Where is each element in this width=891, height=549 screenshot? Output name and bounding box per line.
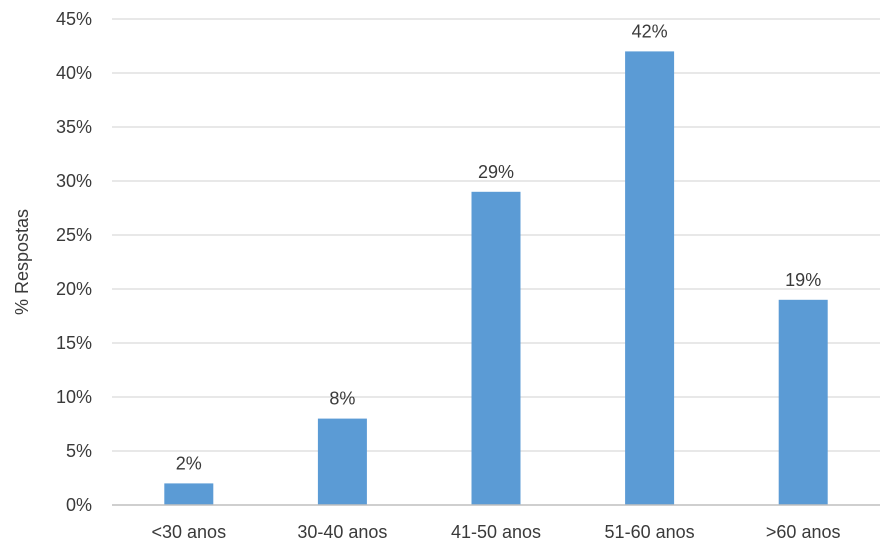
data-label: 19%	[785, 270, 821, 290]
labels: 0% 5% 10% 15% 20% 25% 30% 35% 40% 45% 2% <30 anos 8%…	[56, 9, 841, 542]
y-tick-label: 5%	[66, 441, 92, 461]
y-tick-label: 15%	[56, 333, 92, 353]
bar	[164, 483, 214, 505]
y-tick-label: 30%	[56, 171, 92, 191]
bar	[317, 418, 367, 505]
bar	[471, 191, 521, 506]
x-tick-label: <30 anos	[152, 522, 227, 542]
x-tick-label: 30-40 anos	[297, 522, 387, 542]
y-tick-label: 40%	[56, 63, 92, 83]
y-tick-label: 0%	[66, 495, 92, 515]
y-tick-label: 20%	[56, 279, 92, 299]
x-tick-label: 41-50 anos	[451, 522, 541, 542]
bars	[164, 51, 828, 506]
data-label: 2%	[176, 453, 202, 473]
data-label: 42%	[632, 21, 668, 41]
y-tick-label: 10%	[56, 387, 92, 407]
y-tick-label: 45%	[56, 9, 92, 29]
data-label: 8%	[329, 389, 355, 409]
data-label: 29%	[478, 162, 514, 182]
y-axis-title: % Respostas	[12, 209, 32, 315]
bar	[625, 51, 675, 506]
x-tick-label: >60 anos	[766, 522, 841, 542]
y-tick-label: 25%	[56, 225, 92, 245]
x-tick-label: 51-60 anos	[605, 522, 695, 542]
bar	[778, 299, 828, 505]
y-tick-label: 35%	[56, 117, 92, 137]
